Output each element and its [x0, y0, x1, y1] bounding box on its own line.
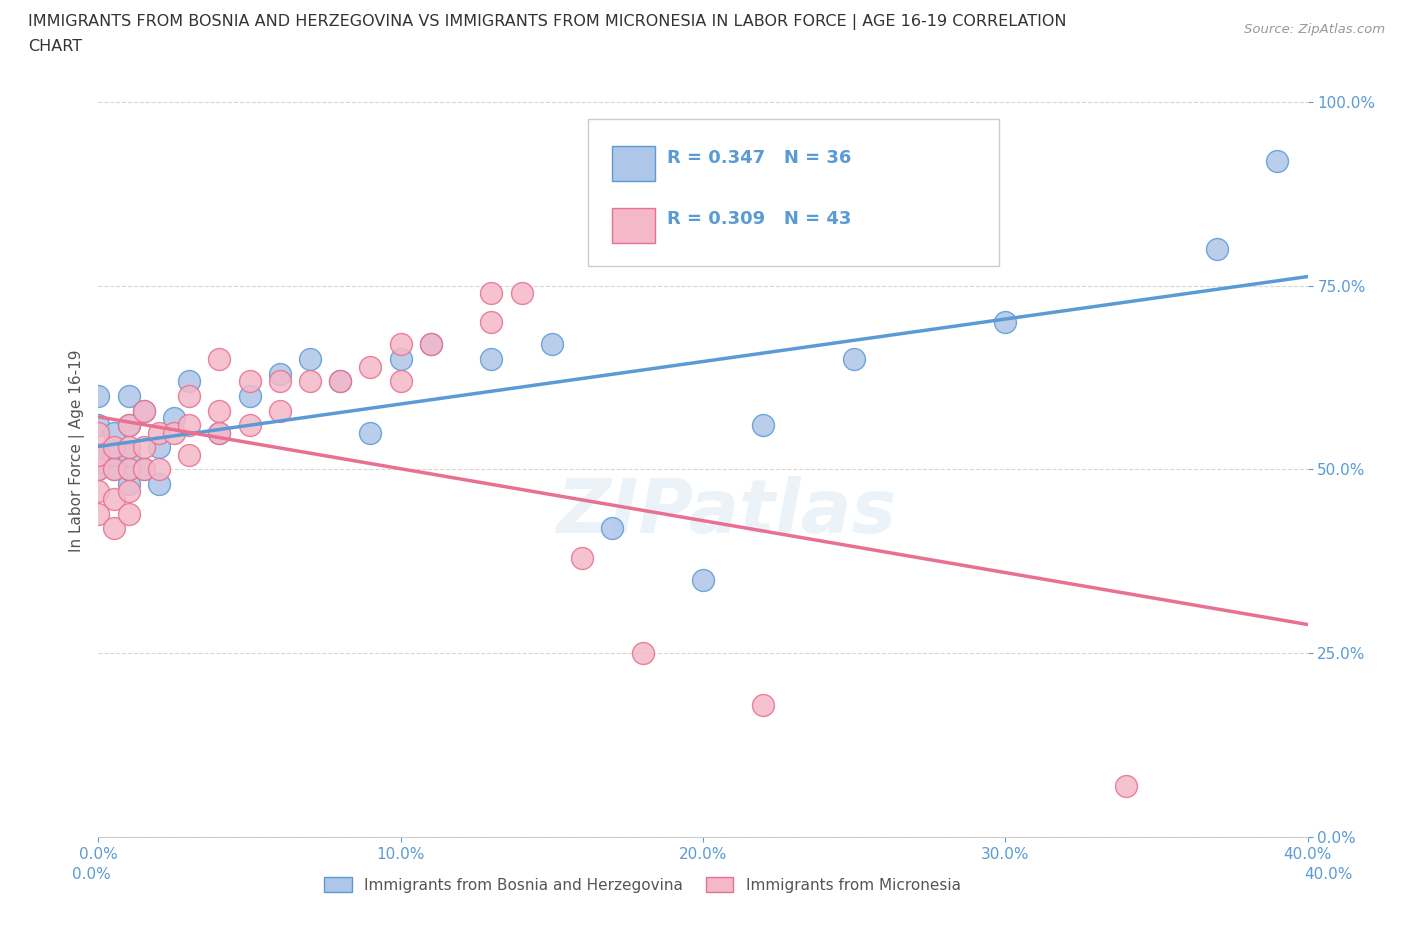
Y-axis label: In Labor Force | Age 16-19: In Labor Force | Age 16-19	[69, 350, 84, 552]
Point	[481, 286, 503, 300]
Point	[103, 462, 125, 477]
Point	[1115, 778, 1137, 793]
Point	[148, 440, 170, 455]
Point	[631, 645, 654, 660]
Point	[179, 447, 201, 462]
Point	[118, 447, 141, 462]
Point	[87, 462, 110, 477]
Point	[299, 352, 322, 366]
Point	[87, 484, 110, 498]
Point	[148, 425, 170, 440]
Point	[752, 418, 775, 432]
Point	[118, 477, 141, 492]
Point	[752, 698, 775, 712]
FancyBboxPatch shape	[613, 146, 655, 180]
Point	[103, 425, 125, 440]
Point	[118, 506, 141, 521]
Point	[389, 352, 412, 366]
Point	[118, 418, 141, 432]
Point	[420, 337, 443, 352]
FancyBboxPatch shape	[613, 208, 655, 243]
Point	[481, 315, 503, 330]
Point	[844, 352, 866, 366]
Text: 40.0%: 40.0%	[1305, 867, 1353, 882]
Point	[179, 389, 201, 404]
Point	[239, 389, 262, 404]
Point	[103, 440, 125, 455]
Point	[87, 447, 110, 462]
Text: ZIPatlas: ZIPatlas	[557, 476, 897, 550]
Point	[994, 315, 1017, 330]
Point	[163, 425, 186, 440]
Point	[132, 462, 155, 477]
Point	[269, 366, 291, 381]
Legend: Immigrants from Bosnia and Herzegovina, Immigrants from Micronesia: Immigrants from Bosnia and Herzegovina, …	[318, 870, 967, 898]
Point	[118, 462, 141, 477]
Point	[208, 425, 231, 440]
Point	[329, 374, 352, 389]
Point	[329, 374, 352, 389]
Point	[481, 352, 503, 366]
Point	[1267, 153, 1289, 168]
Text: CHART: CHART	[28, 39, 82, 54]
Text: 0.0%: 0.0%	[72, 867, 111, 882]
Text: R = 0.309   N = 43: R = 0.309 N = 43	[666, 210, 851, 229]
Point	[179, 374, 201, 389]
Point	[87, 462, 110, 477]
Point	[239, 374, 262, 389]
Point	[602, 521, 624, 536]
Point	[87, 447, 110, 462]
Point	[103, 521, 125, 536]
Point	[299, 374, 322, 389]
Point	[132, 462, 155, 477]
Point	[389, 374, 412, 389]
Point	[87, 506, 110, 521]
Point	[540, 337, 562, 352]
FancyBboxPatch shape	[588, 119, 1000, 266]
Point	[87, 389, 110, 404]
Point	[239, 418, 262, 432]
Point	[163, 410, 186, 425]
Point	[208, 425, 231, 440]
Point	[118, 440, 141, 455]
Point	[208, 404, 231, 418]
Point	[132, 404, 155, 418]
Point	[87, 455, 110, 470]
Point	[118, 389, 141, 404]
Point	[208, 352, 231, 366]
Point	[1206, 242, 1229, 257]
Point	[118, 484, 141, 498]
Point	[148, 477, 170, 492]
Text: Source: ZipAtlas.com: Source: ZipAtlas.com	[1244, 23, 1385, 36]
Point	[87, 418, 110, 432]
Point	[148, 462, 170, 477]
Point	[118, 462, 141, 477]
Point	[103, 447, 125, 462]
Point	[269, 404, 291, 418]
Point	[103, 491, 125, 506]
Point	[360, 425, 382, 440]
Point	[132, 440, 155, 455]
Point	[132, 404, 155, 418]
Point	[571, 551, 593, 565]
Text: R = 0.347   N = 36: R = 0.347 N = 36	[666, 149, 851, 166]
Point	[510, 286, 533, 300]
Point	[118, 418, 141, 432]
Point	[179, 418, 201, 432]
Point	[389, 337, 412, 352]
Point	[87, 425, 110, 440]
Point	[692, 572, 714, 587]
Point	[269, 374, 291, 389]
Point	[420, 337, 443, 352]
Point	[103, 462, 125, 477]
Point	[360, 359, 382, 374]
Text: IMMIGRANTS FROM BOSNIA AND HERZEGOVINA VS IMMIGRANTS FROM MICRONESIA IN LABOR FO: IMMIGRANTS FROM BOSNIA AND HERZEGOVINA V…	[28, 14, 1067, 30]
